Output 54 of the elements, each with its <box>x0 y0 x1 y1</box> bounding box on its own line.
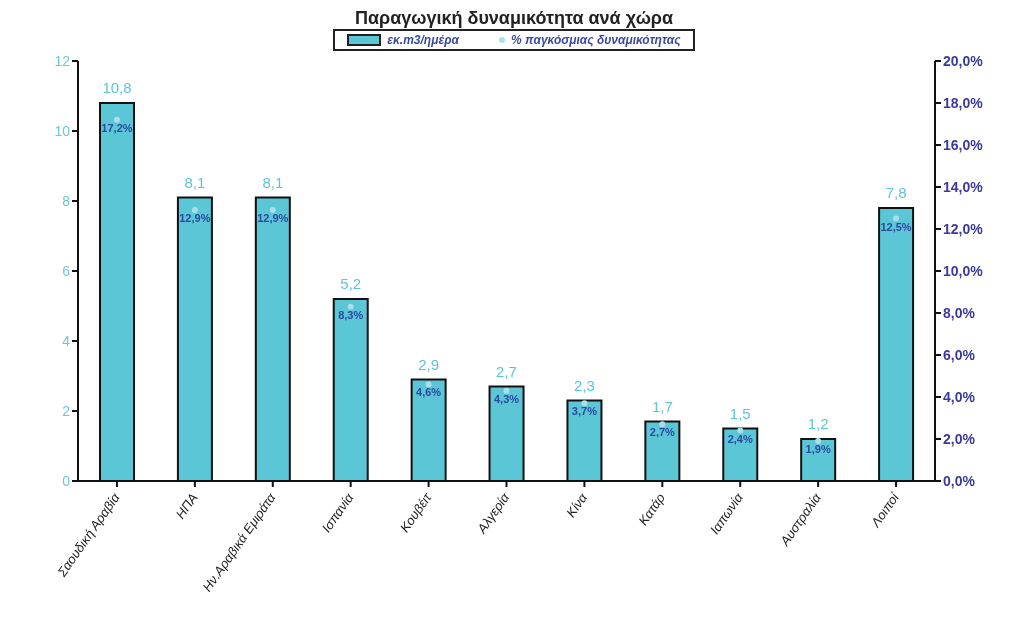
point <box>893 215 900 222</box>
legend-label: εκ.m3/ημέρα <box>386 33 459 47</box>
data-label: 12,9% <box>257 212 289 225</box>
y2-tick-label: 0,0% <box>943 472 976 489</box>
data-label: 2,3 <box>574 376 595 394</box>
point <box>113 116 120 123</box>
data-label: 2,9 <box>418 355 440 373</box>
chart-title: Παραγωγική δυναμικότητα ανά χώρα <box>353 8 675 29</box>
y-tick-label: 6 <box>62 262 71 279</box>
data-label: 1,2 <box>807 415 829 432</box>
data-label: 3,7% <box>571 405 598 418</box>
y2-tick-label: 14,0% <box>943 178 984 195</box>
data-label: 17,2% <box>101 121 133 134</box>
y2-tick-label: 12,0% <box>943 220 984 237</box>
data-label: 12,9% <box>179 212 211 225</box>
y2-tick-label: 8,0% <box>943 304 976 321</box>
point <box>737 427 744 434</box>
data-label: 8,1 <box>262 173 284 191</box>
data-label: 4,6% <box>416 386 442 399</box>
y-tick-label: 0 <box>62 472 71 489</box>
data-label: 2,7% <box>649 426 676 439</box>
y2-tick-label: 16,0% <box>943 136 984 153</box>
y-tick-label: 4 <box>62 332 71 349</box>
point <box>581 400 588 407</box>
y2-tick-label: 6,0% <box>943 346 976 363</box>
data-label: 1,9% <box>805 443 831 456</box>
data-label: 12,5% <box>880 220 912 233</box>
data-label: 10,8 <box>102 79 132 96</box>
point <box>503 387 510 394</box>
data-label: 8,1 <box>184 173 206 191</box>
data-label: 8,3% <box>338 308 364 321</box>
data-label: 5,2 <box>340 275 362 292</box>
point <box>425 381 432 388</box>
point <box>191 207 198 214</box>
data-label: 7,8 <box>885 184 907 201</box>
y2-tick-label: 18,0% <box>943 94 984 111</box>
point <box>659 421 666 428</box>
y2-tick-label: 10,0% <box>943 262 984 279</box>
legend-label: % παγκόσμιας δυναμικότητας <box>509 33 681 47</box>
data-label: 1,5 <box>729 404 751 422</box>
point <box>347 303 354 310</box>
y2-tick-label: 20,0% <box>943 52 984 69</box>
point <box>815 438 822 445</box>
y2-tick-label: 4,0% <box>943 388 976 405</box>
y-tick-label: 10 <box>54 122 71 139</box>
y-tick-label: 12 <box>54 52 71 69</box>
data-label: 2,4% <box>727 432 753 445</box>
y2-tick-label: 2,0% <box>943 430 976 447</box>
data-label: 1,7 <box>651 397 673 415</box>
point <box>269 207 276 214</box>
y-tick-label: 2 <box>62 402 71 419</box>
data-label: 4,3% <box>493 392 520 405</box>
y-tick-label: 8 <box>62 192 71 209</box>
data-label: 2,7 <box>496 362 517 380</box>
